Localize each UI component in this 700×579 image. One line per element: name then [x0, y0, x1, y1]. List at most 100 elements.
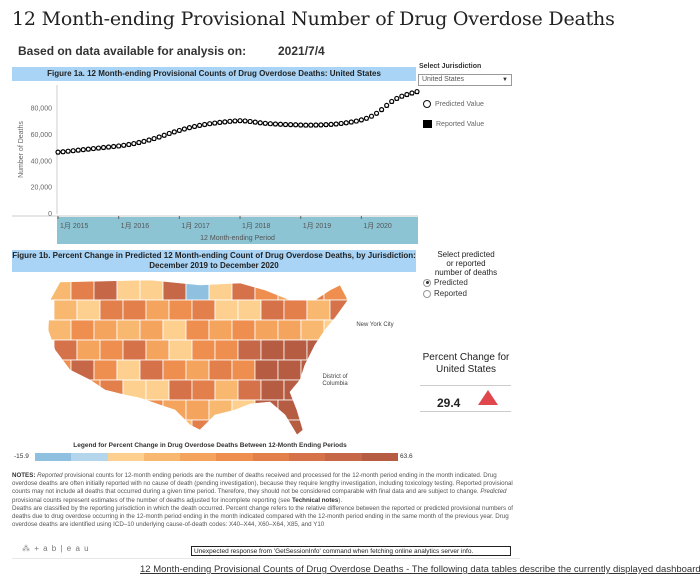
- state-region[interactable]: [254, 319, 279, 341]
- state-region[interactable]: [214, 299, 239, 321]
- state-region[interactable]: [139, 359, 164, 381]
- state-region[interactable]: [70, 319, 95, 341]
- state-region[interactable]: [139, 280, 164, 301]
- state-region[interactable]: [99, 339, 124, 361]
- state-region[interactable]: [277, 399, 302, 421]
- state-region[interactable]: [254, 280, 279, 301]
- state-region[interactable]: [99, 299, 124, 321]
- state-region[interactable]: [116, 359, 141, 381]
- state-region[interactable]: [237, 339, 262, 361]
- state-region[interactable]: [231, 319, 256, 341]
- state-region[interactable]: [329, 299, 353, 321]
- state-region[interactable]: [191, 379, 216, 401]
- state-region[interactable]: [283, 419, 308, 440]
- state-region[interactable]: [185, 280, 210, 301]
- state-region[interactable]: [93, 280, 118, 301]
- state-region[interactable]: [48, 359, 72, 381]
- state-region[interactable]: [237, 379, 262, 401]
- state-region[interactable]: [237, 419, 262, 440]
- state-region[interactable]: [116, 399, 141, 421]
- state-region[interactable]: [300, 280, 325, 301]
- state-region[interactable]: [70, 280, 95, 301]
- state-region[interactable]: [162, 359, 187, 381]
- state-region[interactable]: [139, 399, 164, 421]
- state-region[interactable]: [93, 319, 118, 341]
- state-region[interactable]: [323, 280, 348, 301]
- state-region[interactable]: [208, 399, 233, 421]
- state-region[interactable]: [306, 339, 331, 361]
- state-region[interactable]: [76, 379, 101, 401]
- state-region[interactable]: [329, 339, 353, 361]
- state-region[interactable]: [185, 399, 210, 421]
- state-region[interactable]: [139, 319, 164, 341]
- state-region[interactable]: [93, 399, 118, 421]
- state-region[interactable]: [70, 399, 95, 421]
- state-region[interactable]: [214, 379, 239, 401]
- state-region[interactable]: [191, 299, 216, 321]
- state-region[interactable]: [116, 319, 141, 341]
- radio-reported[interactable]: Reported: [423, 289, 467, 298]
- state-region[interactable]: [145, 339, 170, 361]
- state-region[interactable]: [208, 319, 233, 341]
- state-region[interactable]: [76, 299, 101, 321]
- state-region[interactable]: [99, 379, 124, 401]
- state-region[interactable]: [76, 419, 101, 440]
- state-region[interactable]: [53, 419, 78, 440]
- state-region[interactable]: [168, 379, 193, 401]
- state-region[interactable]: [122, 339, 147, 361]
- state-region[interactable]: [300, 399, 325, 421]
- state-region[interactable]: [323, 319, 348, 341]
- state-region[interactable]: [283, 299, 308, 321]
- state-region[interactable]: [260, 339, 285, 361]
- state-region[interactable]: [48, 319, 72, 341]
- state-region[interactable]: [214, 419, 239, 440]
- radio-predicted[interactable]: Predicted: [423, 278, 468, 287]
- state-region[interactable]: [277, 280, 302, 301]
- state-region[interactable]: [283, 379, 308, 401]
- state-region[interactable]: [323, 399, 348, 421]
- radio-unselected-icon[interactable]: [423, 289, 431, 298]
- us-jurisdiction-map[interactable]: [40, 274, 360, 444]
- state-region[interactable]: [191, 419, 216, 440]
- state-region[interactable]: [260, 379, 285, 401]
- data-tables-link[interactable]: 12 Month-ending Provisional Counts of Dr…: [140, 564, 700, 575]
- deaths-line-chart[interactable]: 0 20,000 40,000 60,000 80,000 Number of Death…: [0, 82, 420, 246]
- tableau-logo[interactable]: ⁂ + a b | e a u: [22, 544, 90, 553]
- state-region[interactable]: [283, 339, 308, 361]
- state-region[interactable]: [208, 280, 233, 301]
- state-region[interactable]: [99, 419, 124, 440]
- state-region[interactable]: [168, 419, 193, 440]
- state-region[interactable]: [122, 419, 147, 440]
- state-region[interactable]: [214, 339, 239, 361]
- state-region[interactable]: [277, 359, 302, 381]
- radio-selected-icon[interactable]: [423, 278, 431, 287]
- state-region[interactable]: [116, 280, 141, 301]
- state-region[interactable]: [145, 419, 170, 440]
- state-region[interactable]: [93, 359, 118, 381]
- state-region[interactable]: [254, 359, 279, 381]
- state-region[interactable]: [329, 419, 353, 440]
- state-region[interactable]: [145, 299, 170, 321]
- state-region[interactable]: [168, 299, 193, 321]
- state-region[interactable]: [306, 299, 331, 321]
- state-region[interactable]: [306, 419, 331, 440]
- jurisdiction-dropdown[interactable]: United States ▼: [418, 74, 512, 86]
- state-region[interactable]: [53, 299, 78, 321]
- state-region[interactable]: [53, 339, 78, 361]
- state-region[interactable]: [162, 319, 187, 341]
- state-region[interactable]: [277, 319, 302, 341]
- state-region[interactable]: [237, 299, 262, 321]
- state-region[interactable]: [122, 299, 147, 321]
- state-region[interactable]: [185, 319, 210, 341]
- state-region[interactable]: [76, 339, 101, 361]
- state-region[interactable]: [53, 379, 78, 401]
- state-region[interactable]: [260, 419, 285, 440]
- technical-notes-link[interactable]: Technical notes: [291, 496, 339, 504]
- state-region[interactable]: [260, 299, 285, 321]
- state-region[interactable]: [191, 339, 216, 361]
- state-region[interactable]: [231, 359, 256, 381]
- state-region[interactable]: [208, 359, 233, 381]
- state-region[interactable]: [168, 339, 193, 361]
- state-region[interactable]: [48, 399, 72, 421]
- state-region[interactable]: [185, 359, 210, 381]
